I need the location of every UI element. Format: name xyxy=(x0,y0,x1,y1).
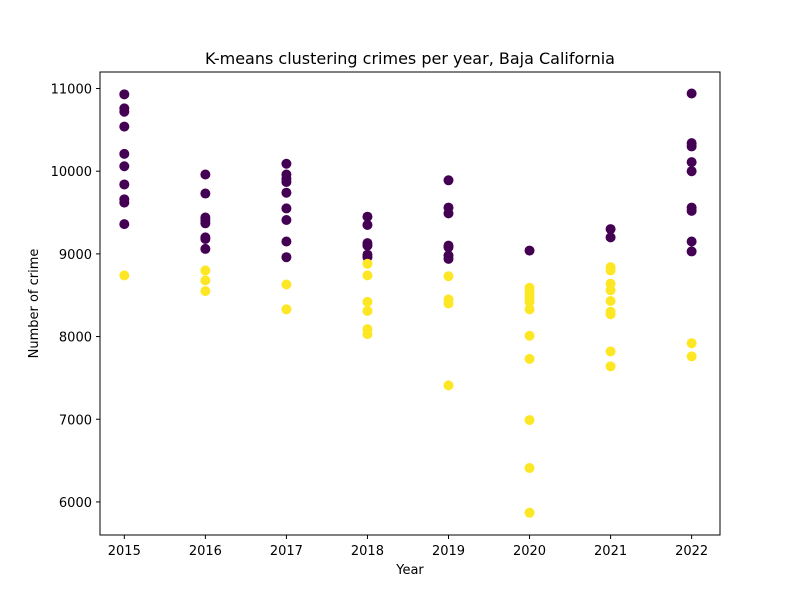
data-point xyxy=(362,305,373,316)
x-tick-label: 2022 xyxy=(675,544,708,559)
data-point xyxy=(200,188,211,199)
x-tick-label: 2019 xyxy=(432,544,465,559)
y-tick-label: 8000 xyxy=(59,331,92,346)
data-point xyxy=(686,205,697,216)
data-point xyxy=(281,187,292,198)
data-point xyxy=(686,246,697,257)
data-points xyxy=(119,88,697,518)
data-point xyxy=(281,158,292,169)
data-point xyxy=(119,121,130,132)
data-point xyxy=(281,279,292,290)
data-point xyxy=(281,176,292,187)
data-point xyxy=(605,296,616,307)
data-point xyxy=(605,265,616,276)
data-point xyxy=(605,232,616,243)
data-point xyxy=(119,148,130,159)
data-point xyxy=(119,89,130,100)
data-point xyxy=(524,330,535,341)
x-tick-label: 2017 xyxy=(270,544,303,559)
data-point xyxy=(362,258,373,269)
data-point xyxy=(281,252,292,263)
data-point xyxy=(119,179,130,190)
y-tick-label: 11000 xyxy=(51,83,92,98)
y-tick-label: 7000 xyxy=(59,413,92,428)
x-tick-label: 2021 xyxy=(594,544,627,559)
data-point xyxy=(524,245,535,256)
data-point xyxy=(524,353,535,364)
data-point xyxy=(605,224,616,235)
data-point xyxy=(281,214,292,225)
data-point xyxy=(686,88,697,99)
data-point xyxy=(119,197,130,208)
data-point xyxy=(200,234,211,245)
data-point xyxy=(362,219,373,230)
y-axis: 6000 7000 8000 9000 10000 11000 xyxy=(51,83,100,511)
data-point xyxy=(443,242,454,253)
data-point xyxy=(686,166,697,177)
data-point xyxy=(200,286,211,297)
data-point xyxy=(200,218,211,229)
chart-title: K-means clustering crimes per year, Baja… xyxy=(205,49,615,68)
x-axis: 2015 2016 2017 2018 2019 2020 2021 2022 xyxy=(108,535,708,559)
data-point xyxy=(605,361,616,372)
data-point xyxy=(281,304,292,315)
data-point xyxy=(686,141,697,152)
data-point xyxy=(443,271,454,282)
plot-area-frame xyxy=(99,71,721,536)
y-axis-label: Number of crime xyxy=(27,249,42,359)
data-point xyxy=(686,351,697,362)
data-point xyxy=(200,243,211,254)
x-tick-label: 2015 xyxy=(108,544,141,559)
data-point xyxy=(200,275,211,286)
y-tick-label: 10000 xyxy=(51,165,92,180)
data-point xyxy=(686,338,697,349)
x-tick-label: 2018 xyxy=(351,544,384,559)
y-tick-label: 6000 xyxy=(59,496,92,511)
data-point xyxy=(362,296,373,307)
data-point xyxy=(443,175,454,186)
x-tick-label: 2020 xyxy=(513,544,546,559)
data-point xyxy=(119,219,130,230)
data-point xyxy=(686,236,697,247)
data-point xyxy=(605,346,616,357)
x-axis-label: Year xyxy=(395,563,424,578)
data-point xyxy=(119,270,130,281)
data-point xyxy=(443,208,454,219)
data-point xyxy=(605,285,616,296)
data-point xyxy=(524,415,535,426)
data-point xyxy=(605,309,616,320)
data-point xyxy=(524,304,535,315)
data-point xyxy=(362,211,373,222)
data-point xyxy=(524,296,535,307)
data-point xyxy=(524,463,535,474)
data-point xyxy=(281,203,292,214)
data-point xyxy=(119,106,130,117)
data-point xyxy=(686,157,697,168)
data-point xyxy=(524,507,535,518)
x-tick-label: 2016 xyxy=(189,544,222,559)
data-point xyxy=(443,380,454,391)
data-point xyxy=(443,253,454,264)
data-point xyxy=(200,169,211,180)
data-point xyxy=(119,161,130,172)
data-point xyxy=(281,236,292,247)
data-point xyxy=(362,240,373,251)
y-tick-label: 9000 xyxy=(59,248,92,263)
data-point xyxy=(443,298,454,309)
data-point xyxy=(200,265,211,276)
data-point xyxy=(362,270,373,281)
data-point xyxy=(362,329,373,340)
